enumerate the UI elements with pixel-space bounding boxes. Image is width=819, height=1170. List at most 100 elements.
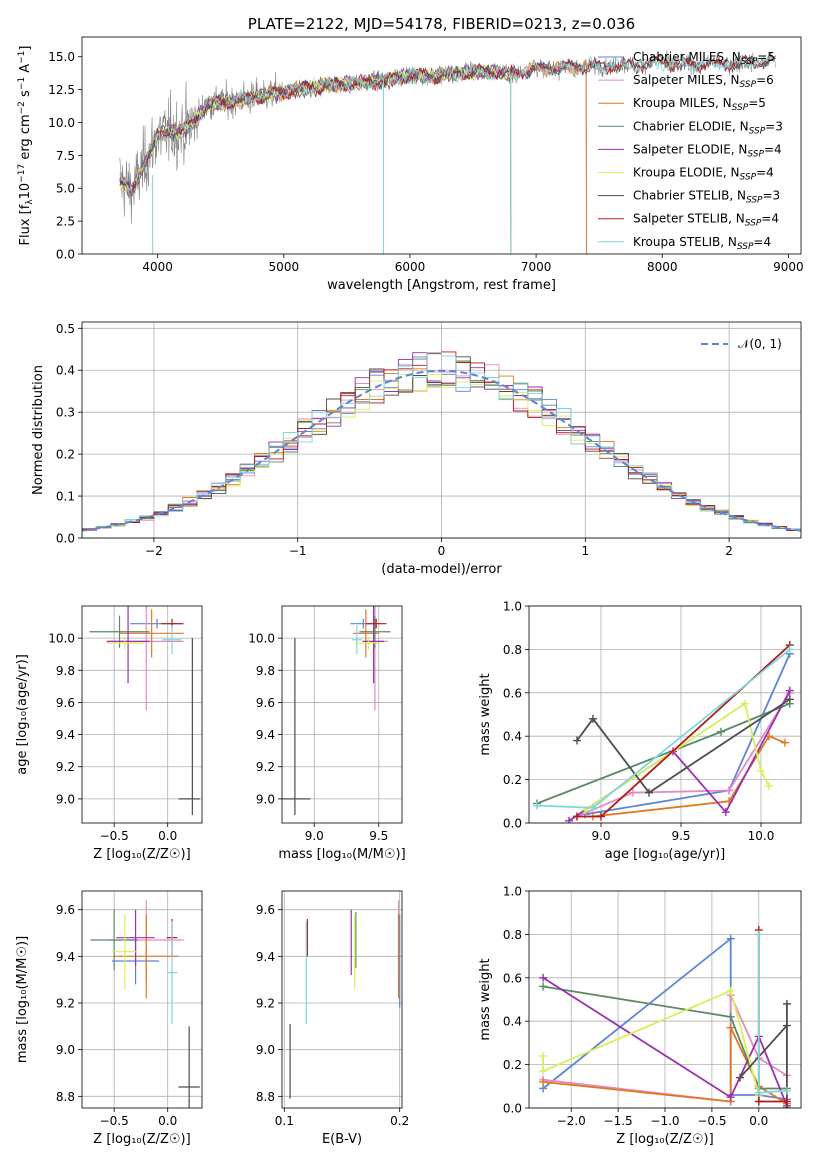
error-point (106, 606, 150, 684)
y-tick-label: 0.2 (503, 773, 522, 787)
series-line (576, 698, 791, 794)
y-label-part: −2 (17, 101, 27, 114)
axes-frame (81, 36, 802, 255)
legend-sub: SSP (745, 219, 762, 229)
plot-area (119, 50, 777, 254)
x-tick-label: −2.0 (557, 1114, 586, 1128)
error-point (119, 609, 184, 658)
axes-frame (281, 605, 403, 824)
y-tick-label: 9.4 (256, 950, 275, 964)
y-tick-label: 0.1 (56, 490, 75, 504)
y-tick-label: 0.6 (503, 971, 522, 985)
y-label-part: s (18, 90, 33, 101)
axes-frame (281, 890, 403, 1109)
legend-name: Salpeter STELIB, N (633, 212, 745, 226)
x-axis-label: Z [log₁₀(Z/Z☉)] (616, 1132, 713, 1147)
grid-lines (282, 606, 402, 823)
error-point (114, 914, 179, 999)
error-point (116, 909, 155, 966)
x-tick-label: 8000 (647, 260, 678, 274)
y-tick-label: 0.0 (503, 1102, 522, 1116)
x-tick-label: 1 (581, 544, 589, 558)
error-point (105, 636, 145, 650)
axes-frame (81, 605, 203, 824)
axes-age-vs-Z: −0.5 0.0 9.0 9.2 9.4 9.6 9.8 10.0 Z [log₁₀(Z/Z☉)… (15, 605, 203, 862)
x-axis-label: age [log₁₀(age/yr)] (605, 847, 726, 862)
x-tick-label: 4000 (142, 260, 173, 274)
legend-sub: SSP (749, 126, 766, 136)
y-tick-label: 0.4 (56, 364, 75, 378)
y-label-part: −1 (17, 77, 27, 90)
legend-label: Chabrier ELODIE, NSSP=3 (633, 119, 783, 136)
plot-area (90, 900, 200, 1108)
x-axis-label: (data-model)/error (381, 562, 502, 577)
x-tick-label: −1.5 (604, 1114, 633, 1128)
legend-nssp: =5 (748, 96, 766, 110)
point-marker (757, 766, 765, 775)
point-marker (726, 1093, 735, 1102)
point-marker (539, 1077, 548, 1086)
grid-lines (282, 891, 402, 1108)
legend-name: Kroupa ELODIE, N (633, 166, 740, 180)
legend-nssp: =4 (761, 212, 779, 226)
point-marker (782, 999, 791, 1008)
y-label-part: Flux [f (18, 204, 33, 245)
y-axis-label: mass weight (478, 673, 493, 755)
error-point (178, 1026, 200, 1108)
y-tick-label: 0.2 (56, 448, 75, 462)
x-tick-label: 0 (438, 544, 446, 558)
plot-area (533, 641, 794, 823)
error-point (351, 625, 362, 655)
legend-nssp: =3 (765, 119, 783, 133)
series-line (542, 977, 788, 1107)
legend-name: Salpeter MILES, N (633, 73, 740, 87)
error-point (166, 921, 178, 1024)
point-marker (782, 1097, 791, 1106)
x-tick-label: 5000 (269, 260, 300, 274)
plot-area (539, 926, 791, 1108)
series (533, 645, 794, 812)
x-tick-label: −0.5 (100, 1114, 129, 1128)
legend-label: Salpeter STELIB, NSSP=4 (633, 212, 779, 229)
point-marker (726, 1023, 735, 1032)
error-point (363, 606, 384, 684)
y-tick-label: 9.2 (256, 997, 275, 1011)
x-tick-label: −1 (289, 544, 307, 558)
x-axis-label: E(B-V) (322, 1132, 362, 1147)
y-tick-label: 9.2 (56, 760, 75, 774)
series (565, 686, 794, 823)
y-tick-label: 9.4 (56, 950, 75, 964)
y-label-part: 10 (18, 183, 33, 200)
y-label-part: A (18, 64, 33, 77)
point-marker (597, 812, 605, 821)
y-tick-label: 8.8 (256, 1090, 275, 1104)
point-marker (726, 934, 735, 943)
series (581, 649, 794, 819)
point-marker (785, 686, 794, 695)
chart-title: PLATE=2122, MJD=54178, FIBERID=0213, z=0… (248, 15, 635, 33)
x-tick-label: 0.0 (749, 1114, 768, 1128)
y-tick-label: 2.5 (56, 215, 75, 229)
y-tick-label: 9.2 (56, 997, 75, 1011)
x-tick-label: 9.5 (369, 829, 388, 843)
y-tick-label: 9.8 (256, 664, 275, 678)
legend: 𝒩(0, 1) (701, 337, 782, 351)
y-tick-label: 0.2 (503, 1058, 522, 1072)
error-point (162, 625, 182, 655)
axes-frame (528, 605, 802, 824)
y-tick-label: 0.4 (503, 1015, 522, 1029)
y-tick-label: 9.0 (56, 1043, 75, 1057)
point-marker (717, 727, 725, 736)
x-tick-label: 6000 (395, 260, 426, 274)
legend-label: 𝒩(0, 1) (738, 337, 782, 351)
y-tick-label: 5.0 (56, 182, 75, 196)
y-tick-label: 9.4 (256, 728, 275, 742)
point-marker (589, 803, 597, 812)
legend-label: Chabrier MILES, NSSP=5 (633, 50, 775, 67)
grid-lines (82, 891, 202, 1108)
x-tick-label: 0.2 (390, 1114, 409, 1128)
error-point (365, 618, 387, 629)
axes-mass-vs-Z: −0.5 0.0 8.8 9.0 9.2 9.4 9.6 Z [log₁₀(Z/Z☉)] mas… (15, 890, 203, 1147)
y-label-part: −17 (17, 164, 27, 183)
series-line (757, 930, 787, 1103)
